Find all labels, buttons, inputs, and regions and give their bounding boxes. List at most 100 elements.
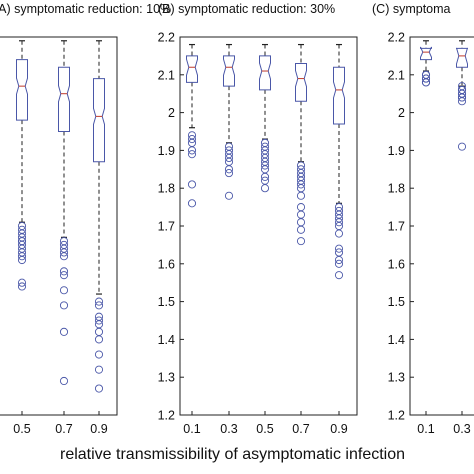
panel-c-xticks: 0.1 0.3: [417, 411, 471, 436]
y-tick-label: 1.7: [388, 220, 405, 234]
box-0-9-notched-box: [333, 66, 345, 125]
box-0-7-outlier: [59, 301, 69, 310]
y-tick-label: 2.2: [158, 31, 175, 45]
box-0-7-outlier: [59, 248, 69, 257]
y-tick-label: 1.4: [158, 333, 175, 347]
box-0-7-outlier: [59, 376, 69, 386]
y-tick-label: 2.1: [158, 68, 175, 82]
box-0-1-outlier: [187, 150, 197, 159]
panel-a-title: (A) symptomatic reduction: 10%: [0, 2, 171, 16]
box-0-5-outlier: [260, 184, 270, 193]
box-0-5-outlier: [17, 255, 27, 265]
x-tick-label: 0.3: [453, 422, 470, 436]
box-0-9-outlier: [94, 335, 104, 344]
panel-b-xticks: 0.1 0.3 0.5 0.7 0.9: [183, 411, 348, 436]
box-0-9-outlier: [334, 255, 344, 265]
panel-c-yticks: 1.2 1.3 1.4 1.5 1.6 1.7 1.8 1.9 2 2.1 2.2: [388, 31, 414, 423]
y-tick-label: 2.1: [388, 68, 405, 82]
panel-c: (C) symptoma 1.2 1.3 1.4 1.5 1.6 1.7 1.8 1.9 2 2.…: [372, 2, 474, 436]
x-tick-label: 0.7: [292, 422, 309, 436]
box-0-3-outlier: [224, 191, 234, 200]
box-0-7-outlier: [59, 286, 69, 295]
box-0-1-outlier: [187, 180, 197, 189]
y-tick-label: 1.3: [158, 371, 175, 385]
x-tick-label: 0.9: [90, 422, 107, 436]
y-tick-label: 1.8: [158, 182, 175, 196]
box-0-1-notched-box: [186, 55, 198, 83]
box-0-5-outlier: [260, 161, 270, 170]
box-0-9-outlier: [94, 301, 104, 310]
y-tick-label: 1.2: [388, 409, 405, 423]
panel-b-marks: [186, 43, 345, 280]
box-0-7-notched-box: [295, 62, 307, 102]
x-tick-label: 0.1: [183, 422, 200, 436]
box-0-9-outlier: [334, 271, 344, 280]
box-0-9-outlier: [334, 229, 344, 238]
panel-b-axes: [179, 36, 358, 416]
box-0-9-outlier: [94, 297, 104, 306]
panel-b: (B) symptomatic reduction: 30% 1.2 1.3 1.4…: [158, 2, 358, 436]
x-axis-label: relative transmissibility of asymptomati…: [60, 446, 405, 463]
box-0-5-outlier: [17, 252, 27, 261]
x-tick-label: 0.5: [13, 422, 30, 436]
box-0-5-notched-box: [259, 55, 271, 91]
y-tick-label: 2.2: [388, 31, 405, 45]
panel-a-marks: [16, 40, 105, 393]
y-tick-label: 2: [168, 106, 175, 120]
box-0-5-outlier: [17, 282, 27, 291]
y-tick-label: 1.7: [158, 220, 175, 234]
y-tick-label: 1.3: [388, 371, 405, 385]
y-tick-label: 1.6: [388, 257, 405, 271]
box-0-3-notched-box: [223, 55, 235, 87]
box-0-7-outlier: [59, 327, 69, 336]
box-0-1-outlier: [421, 78, 431, 87]
panel-c-marks: [420, 40, 468, 151]
box-0-3-outlier: [457, 97, 467, 106]
box-0-7-outlier: [296, 191, 306, 200]
box-0-7-outlier: [59, 252, 69, 261]
y-tick-label: 1.6: [158, 257, 175, 271]
box-0-5-notched-box: [16, 59, 28, 121]
box-0-9-outlier: [94, 350, 104, 359]
box-0-1-notched-box: [420, 46, 432, 61]
box-0-7-outlier: [296, 237, 306, 246]
y-tick-label: 1.4: [388, 333, 405, 347]
box-0-9-outlier: [94, 384, 104, 393]
box-0-3-outlier: [224, 165, 234, 174]
box-0-9-outlier: [334, 259, 344, 268]
x-tick-label: 0.1: [417, 422, 434, 436]
panel-b-yticks: 1.2 1.3 1.4 1.5 1.6 1.7 1.8 1.9 2 2.1 2.2: [158, 31, 184, 423]
box-0-7-notched-box: [58, 66, 70, 132]
box-0-7-outlier: [296, 225, 306, 234]
y-tick-label: 1.5: [388, 295, 405, 309]
box-0-7-outlier: [59, 271, 69, 280]
panel-c-axes: [409, 36, 474, 416]
box-0-9-outlier: [94, 365, 104, 374]
box-0-3-outlier: [224, 169, 234, 178]
box-0-3-notched-box: [456, 47, 468, 68]
box-0-7-outlier: [296, 203, 306, 212]
box-0-9-notched-box: [93, 78, 105, 163]
y-tick-label: 2: [398, 106, 405, 120]
y-tick-label: 1.8: [388, 182, 405, 196]
box-0-7-outlier: [296, 218, 306, 227]
y-tick-label: 1.2: [158, 409, 175, 423]
box-0-3-outlier: [224, 153, 234, 163]
box-0-9-outlier: [334, 218, 344, 227]
box-0-7-outlier: [296, 180, 306, 189]
box-0-7-outlier: [296, 210, 306, 219]
x-tick-label: 0.9: [330, 422, 347, 436]
box-0-9-outlier: [94, 316, 104, 325]
x-tick-label: 0.3: [220, 422, 237, 436]
panel-a: (A) symptomatic reduction: 10% 0.5 0.7 0.9: [0, 2, 171, 436]
box-0-9-outlier: [94, 327, 104, 336]
box-0-1-outlier: [421, 74, 431, 83]
box-0-3-outlier: [457, 93, 467, 102]
panel-c-title: (C) symptoma: [372, 2, 451, 16]
box-0-3-outlier: [457, 142, 467, 151]
y-tick-label: 1.9: [158, 144, 175, 158]
box-0-1-outlier: [187, 135, 197, 144]
x-tick-label: 0.5: [256, 422, 273, 436]
panel-b-title: (B) symptomatic reduction: 30%: [158, 2, 335, 16]
